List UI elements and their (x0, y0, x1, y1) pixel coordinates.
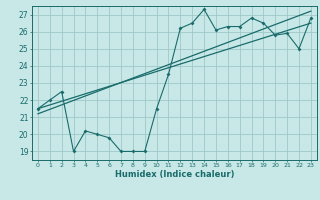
X-axis label: Humidex (Indice chaleur): Humidex (Indice chaleur) (115, 170, 234, 179)
